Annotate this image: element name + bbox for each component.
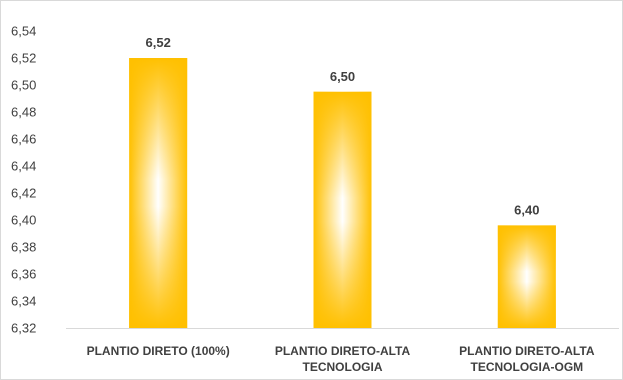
category-label: PLANTIO DIRETO-ALTA	[459, 344, 595, 358]
bar-shade	[129, 58, 188, 328]
bar-shade	[313, 91, 372, 328]
data-label: 6,50	[330, 69, 355, 84]
bar	[313, 91, 372, 328]
y-tick-label: 6,46	[11, 132, 36, 147]
y-tick-label: 6,54	[11, 24, 36, 39]
bars	[129, 58, 556, 328]
bar	[129, 58, 188, 328]
category-label: TECNOLOGIA	[303, 360, 383, 374]
category-label: PLANTIO DIRETO (100%)	[87, 344, 230, 358]
y-tick-label: 6,34	[11, 294, 36, 309]
category-labels: PLANTIO DIRETO (100%) PLANTIO DIRETO-ALTA…	[87, 344, 595, 374]
y-tick-label: 6,52	[11, 51, 36, 66]
y-tick-label: 6,32	[11, 321, 36, 336]
category-label: PLANTIO DIRETO-ALTA	[275, 344, 411, 358]
bar-shade	[497, 225, 556, 328]
y-tick-label: 6,38	[11, 240, 36, 255]
y-axis: 6,32 6,34 6,36 6,38 6,40 6,42 6,44 6,46 6,48 6,50…	[11, 24, 36, 336]
data-labels: 6,52 6,50 6,40	[146, 35, 540, 217]
y-tick-label: 6,48	[11, 105, 36, 120]
y-tick-label: 6,50	[11, 78, 36, 93]
y-tick-label: 6,44	[11, 159, 36, 174]
y-tick-label: 6,42	[11, 186, 36, 201]
bar	[497, 225, 556, 328]
category-label: TECNOLOGIA-OGM	[470, 360, 583, 374]
data-label: 6,40	[514, 202, 539, 217]
y-tick-label: 6,40	[11, 213, 36, 228]
y-tick-label: 6,36	[11, 267, 36, 282]
data-label: 6,52	[146, 35, 171, 50]
